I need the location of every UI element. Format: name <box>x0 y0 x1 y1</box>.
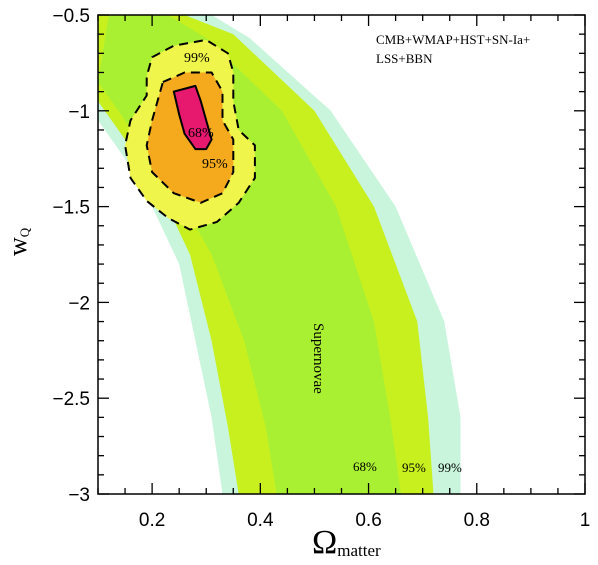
supernova-label: Supernovae <box>310 323 326 394</box>
y-tick-label: −0.5 <box>52 6 90 27</box>
sn-68-label: 68% <box>353 459 377 474</box>
x-tick-label: 0.6 <box>355 510 381 531</box>
joint-68-region <box>172 84 213 151</box>
svg-text:wQ: wQ <box>3 227 32 256</box>
x-tick-label: 0.8 <box>464 510 490 531</box>
y-tick-label: −2 <box>68 293 90 314</box>
x-axis-title-main: Ω <box>312 524 337 561</box>
x-axis: 0.2 0.4 0.6 0.8 1 <box>97 15 591 531</box>
joint-68-label: 68% <box>188 126 214 141</box>
sn-95-label: 95% <box>402 460 426 475</box>
x-axis-title-sub: matter <box>337 541 381 560</box>
sn-99-label: 99% <box>438 460 462 475</box>
x-tick-label: 1 <box>580 510 591 531</box>
y-axis-title-main: w <box>3 237 32 256</box>
combined-label-line1: CMB+WMAP+HST+SN-Ia+ <box>376 32 530 47</box>
y-axis-title-sub: Q <box>17 227 32 237</box>
combined-label-line2: LSS+BBN <box>376 51 433 66</box>
x-tick-label: 0.2 <box>139 510 165 531</box>
annotations: CMB+WMAP+HST+SN-Ia+ LSS+BBN Supernovae 6… <box>184 32 530 475</box>
x-tick-label: 0.4 <box>247 510 274 531</box>
y-tick-label: −3 <box>68 485 90 506</box>
y-axis: −3 −2.5 −2 −1.5 −1 −0.5 <box>52 6 585 506</box>
y-tick-label: −1.5 <box>52 198 90 219</box>
y-axis-title: wQ <box>3 227 32 256</box>
joint-99-label: 99% <box>184 51 210 66</box>
plot-area <box>98 15 461 494</box>
joint-95-label: 95% <box>202 157 228 172</box>
y-tick-label: −1 <box>68 102 90 123</box>
y-tick-label: −2.5 <box>52 389 90 410</box>
x-axis-title: Ωmatter <box>312 524 381 561</box>
svg-text:Ωmatter: Ωmatter <box>312 524 381 561</box>
